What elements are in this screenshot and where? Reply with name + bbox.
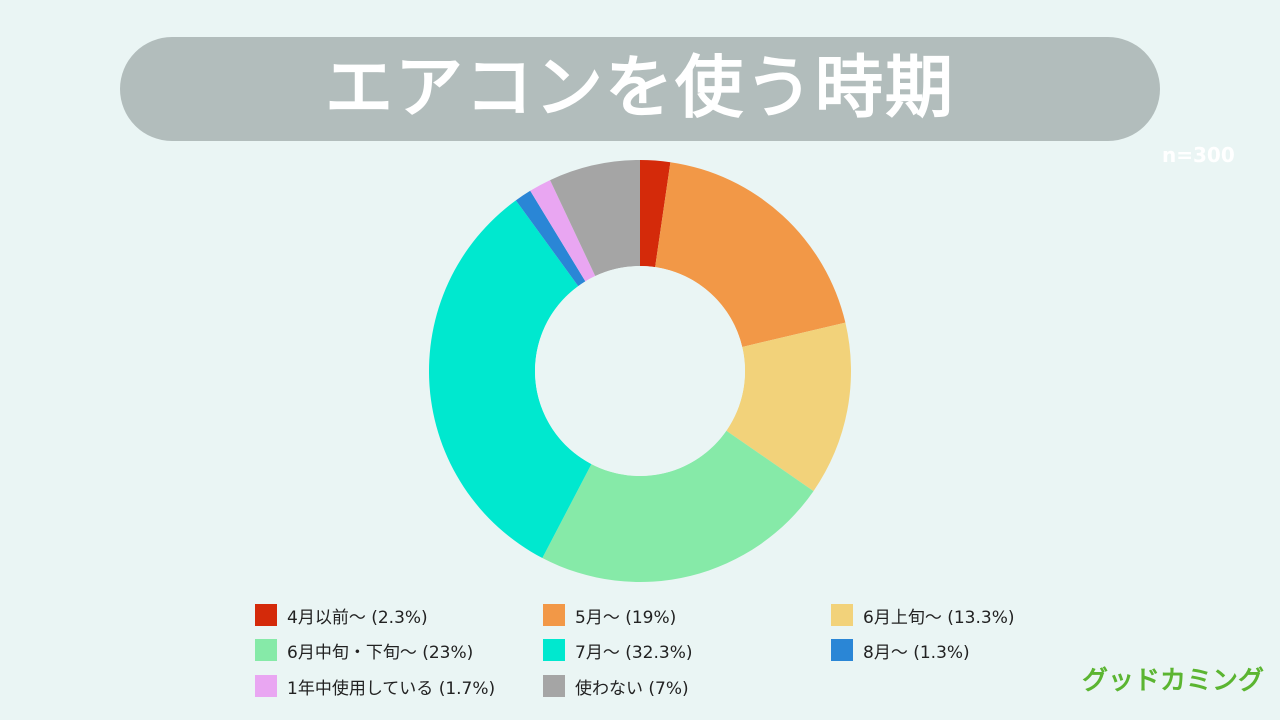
legend-swatch bbox=[831, 604, 853, 626]
legend-swatch bbox=[831, 639, 853, 661]
legend-label: 6月中旬・下旬〜 (23%) bbox=[287, 642, 474, 663]
brand-logo: グッドカミング bbox=[1082, 666, 1265, 696]
legend-item: 使わない (7%) bbox=[543, 673, 689, 699]
donut-slice-1 bbox=[640, 160, 671, 268]
legend-swatch bbox=[543, 604, 565, 626]
legend-label: 8月〜 (1.3%) bbox=[863, 642, 970, 663]
donut-slice-7 bbox=[530, 180, 596, 282]
legend-swatch bbox=[255, 639, 277, 661]
legend-label: 使わない (7%) bbox=[575, 678, 689, 699]
legend-swatch bbox=[255, 675, 277, 697]
legend-label: 5月〜 (19%) bbox=[575, 607, 677, 628]
legend-item: 8月〜 (1.3%) bbox=[831, 637, 970, 663]
legend-label: 7月〜 (32.3%) bbox=[575, 642, 693, 663]
sample-size: n=300 bbox=[1162, 143, 1235, 167]
donut-slice-3 bbox=[726, 322, 851, 492]
legend-label: 4月以前〜 (2.3%) bbox=[287, 607, 428, 628]
legend-swatch bbox=[543, 675, 565, 697]
legend-item: 4月以前〜 (2.3%) bbox=[255, 602, 428, 628]
legend-swatch bbox=[255, 604, 277, 626]
donut-slice-2 bbox=[655, 162, 846, 347]
title-banner: エアコンを使う時期 n=300 bbox=[120, 37, 1235, 167]
legend-item: 6月上旬〜 (13.3%) bbox=[831, 602, 1015, 628]
donut-slice-6 bbox=[515, 190, 586, 287]
legend-swatch bbox=[543, 639, 565, 661]
legend-item: 7月〜 (32.3%) bbox=[543, 637, 693, 663]
donut-chart bbox=[429, 160, 851, 582]
legend-item: 1年中使用している (1.7%) bbox=[255, 673, 495, 699]
donut-hole bbox=[535, 266, 745, 476]
chart-title: エアコンを使う時期 bbox=[324, 49, 955, 128]
legend-item: 6月中旬・下旬〜 (23%) bbox=[255, 637, 473, 663]
legend-label: 1年中使用している (1.7%) bbox=[287, 678, 496, 699]
legend-item: 5月〜 (19%) bbox=[543, 602, 676, 628]
donut-slice-4 bbox=[542, 430, 814, 582]
legend-label: 6月上旬〜 (13.3%) bbox=[863, 607, 1015, 628]
donut-slice-5 bbox=[429, 200, 592, 559]
donut-slice-8 bbox=[550, 160, 640, 277]
